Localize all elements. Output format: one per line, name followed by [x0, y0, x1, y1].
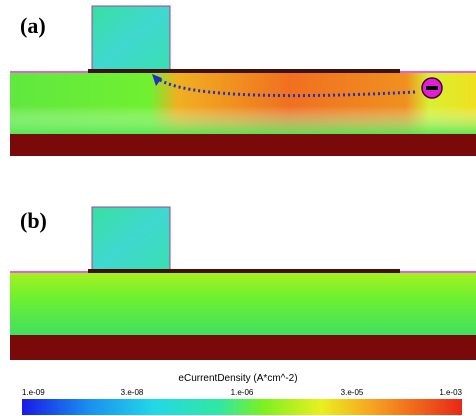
- electron-path: [159, 78, 416, 98]
- substrate: [10, 335, 476, 360]
- arrow-head: [152, 74, 162, 86]
- colorbar: [22, 399, 462, 415]
- device-shading: [10, 72, 476, 134]
- minus-sign: [426, 86, 438, 90]
- colorbar-tick-label: 1.e-06: [231, 388, 254, 397]
- colorbar-title: eCurrentDensity (A*cm^-2): [178, 373, 297, 384]
- panel-label: (a): [20, 13, 46, 38]
- gate: [91, 206, 171, 273]
- colorbar-tick-label: 1.e-09: [22, 388, 45, 397]
- colorbar-ticks: 1.e-09 3.e-08 1.e-06 3.e-05 1.e-03: [22, 388, 463, 397]
- gate-oxide: [88, 269, 400, 273]
- colorbar-tick-label: 3.e-08: [121, 388, 144, 397]
- substrate: [10, 134, 476, 156]
- gate: [91, 5, 171, 73]
- device-region: [10, 272, 476, 335]
- gate-oxide: [88, 69, 400, 73]
- panel-label: (b): [20, 208, 47, 233]
- colorbar-tick-label: 3.e-05: [341, 388, 364, 397]
- colorbar-tick-label: 1.e-03: [439, 388, 462, 397]
